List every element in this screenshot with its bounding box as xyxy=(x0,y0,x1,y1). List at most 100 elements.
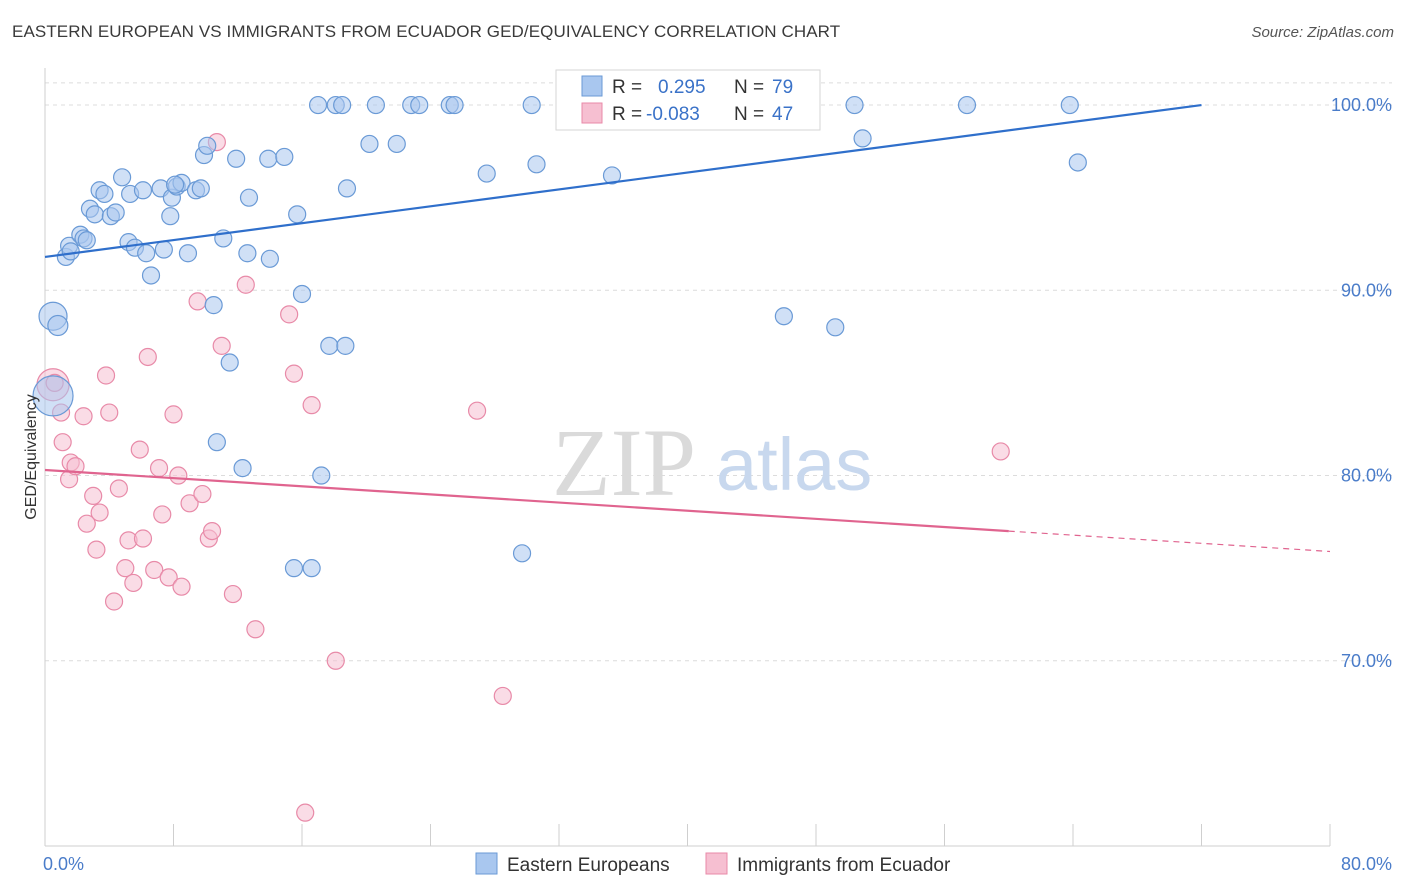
ecuador-point xyxy=(236,275,255,294)
chart-source: Source: ZipAtlas.com xyxy=(1251,24,1394,41)
eastern-european-point xyxy=(85,205,104,224)
x-tick-labels: 0.0% 80.0% xyxy=(43,854,1392,874)
ecuador-point xyxy=(172,577,191,596)
eastern-european-point xyxy=(47,314,69,337)
ecuador-point xyxy=(153,505,172,524)
legend-pink-label[interactable]: Immigrants from Ecuador xyxy=(737,855,951,876)
ecuador-point xyxy=(145,560,164,580)
eastern-european-point xyxy=(1068,153,1087,172)
eastern-european-point xyxy=(320,336,339,355)
eastern-european-point xyxy=(445,95,464,115)
stats-blue-n-value: 79 xyxy=(772,77,793,98)
eastern-european-point xyxy=(333,95,352,115)
eastern-european-point xyxy=(220,353,239,372)
eastern-european-point xyxy=(477,164,496,183)
ecuador-point xyxy=(96,366,116,385)
eastern-european-point xyxy=(360,134,379,154)
eastern-european-point xyxy=(602,166,622,185)
eastern-european-point xyxy=(227,149,246,168)
ecuador-point xyxy=(296,803,315,822)
eastern-european-trend-line xyxy=(44,103,1202,259)
eastern-european-point xyxy=(178,244,198,263)
ecuador-point xyxy=(133,529,153,548)
ecuador-point xyxy=(77,514,96,533)
ecuador-point xyxy=(169,466,188,485)
ecuador-point xyxy=(180,494,199,513)
eastern-european-point xyxy=(106,203,125,222)
eastern-european-point xyxy=(284,559,304,578)
ecuador-point xyxy=(280,305,299,324)
legend-blue-swatch[interactable] xyxy=(475,852,498,875)
legend-pink-swatch[interactable] xyxy=(705,852,728,875)
ecuador-point xyxy=(202,521,222,541)
ecuador-point xyxy=(124,573,143,593)
ecuador-point xyxy=(188,292,207,311)
chart-title: EASTERN EUROPEAN VS IMMIGRANTS FROM ECUA… xyxy=(12,22,841,41)
ecuador-point xyxy=(159,568,178,587)
ecuador-point xyxy=(104,592,124,611)
eastern-european-point xyxy=(207,433,226,452)
eastern-european-point xyxy=(112,168,132,187)
eastern-european-point xyxy=(312,466,331,485)
eastern-european-point xyxy=(32,375,74,417)
y-tick-label: 90.0% xyxy=(1341,280,1392,300)
y-tick-label: 80.0% xyxy=(1341,466,1392,486)
ecuador-point xyxy=(90,503,109,522)
trend-lines xyxy=(44,103,1331,553)
stats-blue-swatch xyxy=(581,75,603,97)
eastern-european-point xyxy=(1060,95,1079,115)
ecuador-point xyxy=(116,559,135,578)
legend-blue-label[interactable]: Eastern Europeans xyxy=(507,855,670,876)
stats-pink-n-label: N = xyxy=(734,104,764,125)
legend: Eastern Europeans Immigrants from Ecuado… xyxy=(475,852,951,876)
ecuador-point xyxy=(493,686,512,706)
watermark-zip: ZIP xyxy=(552,409,696,516)
eastern-european-point xyxy=(154,240,173,259)
stats-pink-n-value: 47 xyxy=(772,104,793,125)
axes xyxy=(44,68,1331,847)
ecuador-point xyxy=(84,486,103,505)
eastern-european-point xyxy=(233,459,252,478)
eastern-european-point xyxy=(198,136,217,155)
ecuador-point xyxy=(193,484,212,504)
eastern-european-point xyxy=(853,129,872,148)
eastern-european-point xyxy=(522,95,541,115)
eastern-european-point xyxy=(845,95,864,115)
ecuador-point xyxy=(302,396,321,415)
ecuador-point xyxy=(149,459,169,478)
eastern-european-point xyxy=(238,244,257,263)
eastern-european-point xyxy=(336,336,355,355)
eastern-european-point xyxy=(204,296,223,315)
stats-pink-swatch xyxy=(581,102,603,124)
eastern-european-point xyxy=(826,318,845,337)
ecuador-point xyxy=(164,405,183,424)
y-tick-labels: 70.0% 80.0% 90.0% 100.0% xyxy=(1331,95,1392,671)
eastern-european-point xyxy=(366,95,385,115)
eastern-european-point xyxy=(288,205,307,224)
y-tick-label: 100.0% xyxy=(1331,95,1392,115)
eastern-european-point xyxy=(512,544,532,563)
ecuador-trend-extension xyxy=(1008,530,1331,553)
ecuador-point xyxy=(212,336,231,355)
ecuador-point xyxy=(130,440,149,459)
eastern-european-point xyxy=(61,242,80,261)
y-axis-title: GED/Equivalency xyxy=(23,394,40,519)
eastern-european-point xyxy=(161,207,180,226)
eastern-european-point xyxy=(141,266,161,285)
eastern-european-point xyxy=(410,95,429,115)
stats-blue-r-label: R = xyxy=(612,77,642,98)
eastern-european-point xyxy=(387,134,406,154)
ecuador-point xyxy=(326,651,345,670)
eastern-european-point xyxy=(191,179,210,198)
eastern-european-point xyxy=(166,175,185,194)
ecuador-point xyxy=(138,347,157,367)
ecuador-point xyxy=(66,457,85,476)
eastern-european-point xyxy=(957,95,977,115)
ecuador-point xyxy=(53,433,72,452)
ecuador-point xyxy=(109,479,128,498)
eastern-european-point xyxy=(275,147,294,167)
ecuador-point xyxy=(991,442,1010,461)
series-eastern-european-points xyxy=(32,95,1087,578)
stats-pink-r-label: R = xyxy=(612,104,642,125)
stats-pink-r-value: -0.083 xyxy=(646,104,700,125)
